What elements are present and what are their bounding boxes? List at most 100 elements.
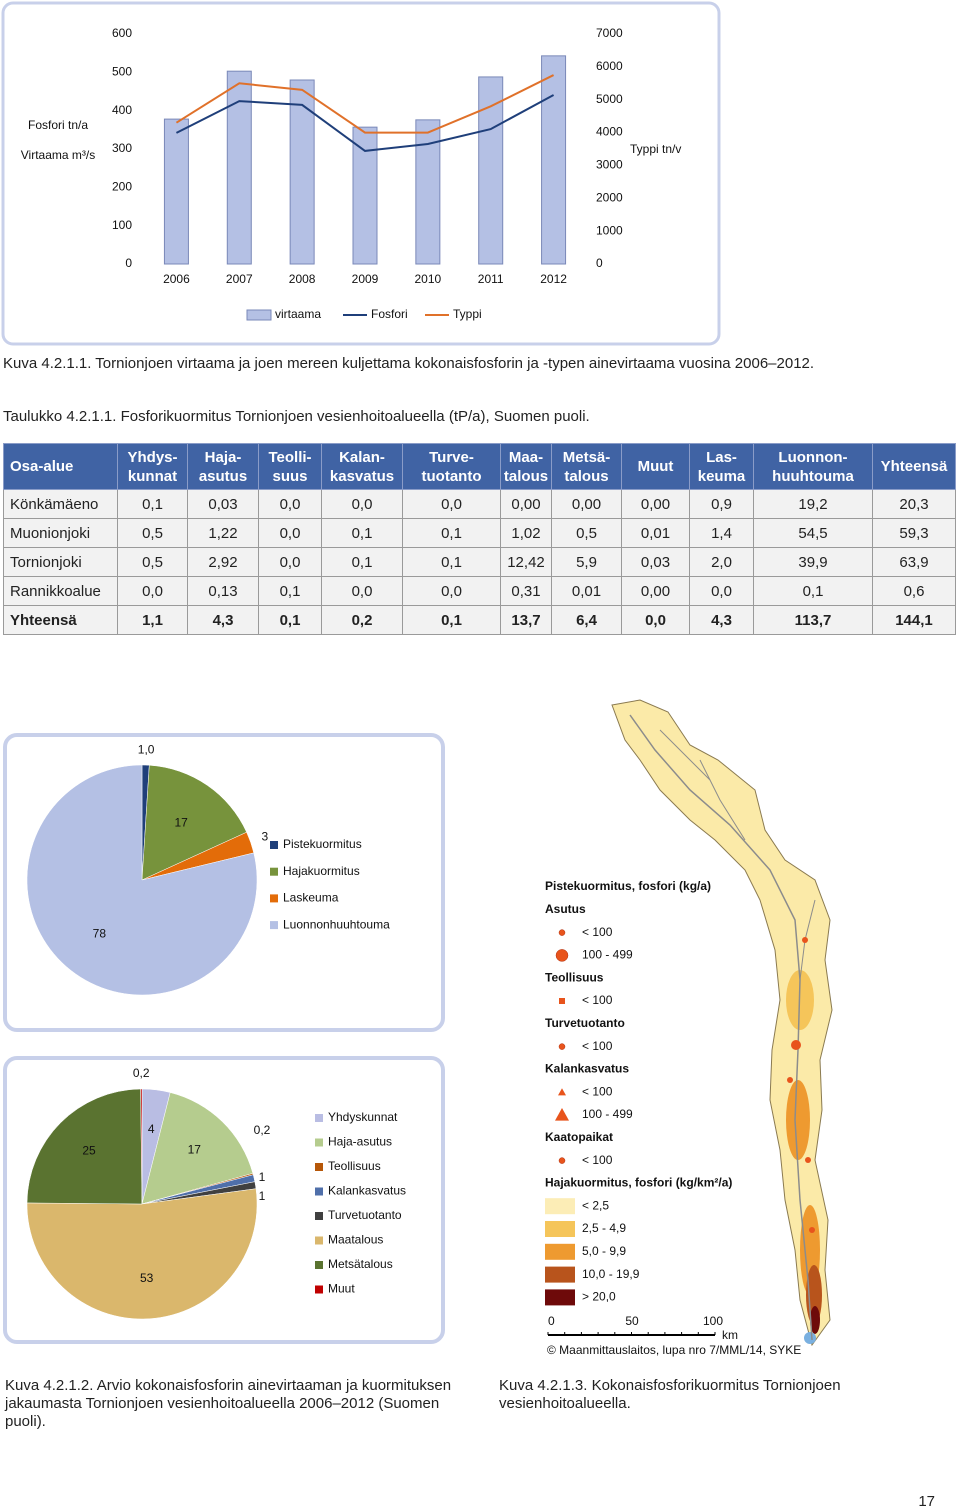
legend-swatch xyxy=(545,1289,575,1306)
map-point xyxy=(787,1077,793,1083)
figure-caption: Kuva 4.2.1.1. Tornionjoen virtaama ja jo… xyxy=(3,355,815,372)
table-row: Muonionjoki 0,5 1,22 0,0 0,1 0,1 1,02 0,5 0,01 1,… xyxy=(3,518,956,548)
x-tick-label: 2010 xyxy=(415,272,442,286)
x-tick-label: 2012 xyxy=(540,272,567,286)
y2-tick-label: 0 xyxy=(596,256,603,270)
legend-swatch xyxy=(270,867,278,876)
legend-swatch xyxy=(315,1212,323,1220)
map-river xyxy=(629,714,813,1341)
table-cell: 2,0 xyxy=(689,547,754,577)
data-label: 1 xyxy=(259,1170,266,1184)
table-cell: 0,1 xyxy=(753,576,873,606)
legend-symbol xyxy=(558,1157,566,1164)
table-cell: 59,3 xyxy=(872,518,956,548)
map-basin xyxy=(611,699,833,1347)
table-cell: 54,5 xyxy=(753,518,873,548)
table-cell: 0,5 xyxy=(117,518,188,548)
y-tick-label: 300 xyxy=(112,141,132,155)
bar xyxy=(352,126,378,265)
table-cell: 1,1 xyxy=(117,605,188,635)
data-label: 78 xyxy=(93,926,107,940)
table-cell: 13,7 xyxy=(500,605,552,635)
table-cell: 0,5 xyxy=(117,547,188,577)
table-cell: 4,3 xyxy=(187,605,259,635)
x-tick-label: 2011 xyxy=(478,272,504,286)
header-cell: Turve- tuotanto xyxy=(402,443,501,490)
table-cell: 0,1 xyxy=(117,489,188,519)
legend-label: 5,0 - 9,9 xyxy=(582,1244,626,1258)
map-river xyxy=(659,729,711,781)
bar xyxy=(163,118,189,265)
table-cell: 6,4 xyxy=(551,605,622,635)
legend-label: < 100 xyxy=(582,1039,613,1053)
header-cell: Yhteensä xyxy=(872,443,956,490)
map-sea xyxy=(804,1332,816,1344)
table-row: Könkämäeno 0,1 0,03 0,0 0,0 0,0 0,00 0,00 0,00 0,… xyxy=(3,489,956,519)
header-cell: Kalan- kasvatus xyxy=(321,443,403,490)
table-cell: 0,00 xyxy=(551,489,622,519)
table-cell: 0,03 xyxy=(187,489,259,519)
legend-label: < 100 xyxy=(582,1153,613,1167)
legend-group: Kaatopaikat xyxy=(545,1130,613,1144)
legend-swatch xyxy=(315,1138,323,1147)
legend-label: Kalankasvatus xyxy=(328,1184,406,1198)
map-area xyxy=(786,1080,810,1160)
table-cell: 0,6 xyxy=(872,576,956,606)
map-credit: © Maanmittauslaitos, lupa nro 7/MML/14, … xyxy=(547,1343,801,1357)
table-cell: 0,31 xyxy=(500,576,552,606)
data-label: 0,2 xyxy=(254,1123,271,1137)
legend-symbol xyxy=(558,929,566,936)
legend-swatch xyxy=(246,309,272,321)
table-row: Tornionjoki 0,5 2,92 0,0 0,1 0,1 12,42 5,9 0,03 2… xyxy=(3,547,956,577)
legend-label: Maatalous xyxy=(328,1233,383,1247)
table-cell: 0,0 xyxy=(117,576,188,606)
table-cell: 0,0 xyxy=(402,489,501,519)
legend-group: Kalankasvatus xyxy=(545,1062,629,1076)
data-label: 53 xyxy=(140,1271,154,1285)
y2-tick-label: 2000 xyxy=(596,190,623,204)
legend-label: Hajakuormitus xyxy=(283,864,360,878)
legend-label: < 100 xyxy=(582,1084,613,1098)
legend-title: Hajakuormitus, fosfori (kg/km²/a) xyxy=(545,1176,732,1190)
data-label: 25 xyxy=(82,1143,96,1157)
map-point xyxy=(805,1157,811,1163)
table-cell: 12,42 xyxy=(500,547,552,577)
table-cell: Muonionjoki xyxy=(3,518,118,548)
x-tick-label: 2007 xyxy=(226,272,253,286)
y-tick-label: 400 xyxy=(112,103,132,117)
table-cell: 0,0 xyxy=(321,489,403,519)
header-cell: Maa- talous xyxy=(500,443,552,490)
legend-symbol xyxy=(558,1043,566,1050)
legend-label: 10,0 - 19,9 xyxy=(582,1267,640,1281)
legend-label: Laskeuma xyxy=(283,891,339,905)
y2-tick-label: 6000 xyxy=(596,59,623,73)
legend-swatch xyxy=(315,1114,323,1122)
table-cell: 0,03 xyxy=(621,547,690,577)
table-cell: 0,0 xyxy=(621,605,690,635)
table-cell: 0,0 xyxy=(689,576,754,606)
legend-label: Muut xyxy=(328,1282,355,1296)
y-tick-label: 500 xyxy=(112,65,132,79)
header-cell: Haja- asutus xyxy=(187,443,259,490)
legend-group: Teollisuus xyxy=(545,970,604,984)
table-cell: 0,1 xyxy=(321,518,403,548)
header-cell: Osa-alue xyxy=(3,443,118,490)
data-label: 3 xyxy=(261,830,268,844)
line xyxy=(175,94,555,152)
table-cell: 1,02 xyxy=(500,518,552,548)
table-row: Rannikkoalue 0,0 0,13 0,1 0,0 0,0 0,31 0,01 0,00… xyxy=(3,576,956,606)
header-cell: Las- keuma xyxy=(689,443,754,490)
table-cell: 1,4 xyxy=(689,518,754,548)
legend-swatch xyxy=(315,1187,323,1196)
legend-label: Turvetuotanto xyxy=(328,1208,402,1222)
legend-group: Turvetuotanto xyxy=(545,1016,625,1030)
figure-caption: Kuva 4.2.1.2. Arvio kokonaisfosforin ain… xyxy=(5,1377,452,1430)
legend-group: Asutus xyxy=(545,902,586,916)
legend-label: 100 - 499 xyxy=(582,948,633,962)
table-cell: 0,00 xyxy=(621,489,690,519)
table-cell: 63,9 xyxy=(872,547,956,577)
legend-label: > 20,0 xyxy=(582,1290,616,1304)
y2-tick-label: 5000 xyxy=(596,92,623,106)
